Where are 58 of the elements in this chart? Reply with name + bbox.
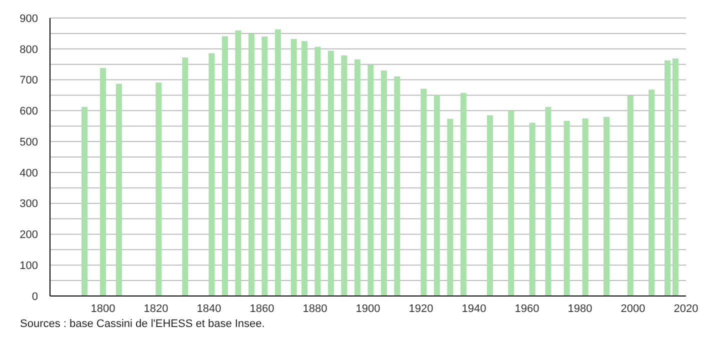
bar	[648, 90, 655, 296]
bar	[627, 96, 634, 296]
bar	[380, 70, 387, 296]
bar	[508, 110, 514, 296]
bar	[314, 46, 321, 296]
y-tick-label: 0	[32, 290, 38, 303]
bar	[248, 34, 254, 296]
bar	[447, 118, 454, 296]
bar	[235, 30, 242, 296]
bar	[434, 95, 440, 296]
y-tick-label: 800	[20, 44, 38, 56]
y-tick-label: 900	[20, 12, 38, 25]
x-tick-label: 1940	[462, 302, 486, 315]
bar	[290, 39, 297, 296]
bar	[664, 60, 670, 296]
y-tick-label: 100	[20, 260, 38, 272]
bar	[368, 64, 374, 296]
bar	[274, 29, 281, 296]
bar	[672, 58, 678, 296]
bar	[222, 36, 228, 296]
bar	[529, 122, 536, 296]
bar	[116, 84, 122, 296]
bar	[354, 59, 360, 296]
source-note: Sources : base Cassini de l'EHESS et base Insee.	[20, 318, 266, 330]
x-tick-label: 1860	[250, 302, 274, 315]
x-tick-label: 1840	[196, 302, 222, 315]
bar	[341, 55, 348, 296]
bar	[208, 53, 215, 296]
bar	[100, 68, 106, 296]
bar	[394, 76, 400, 296]
y-tick-label: 600	[20, 106, 38, 118]
bar	[301, 41, 308, 296]
x-tick-label: 1980	[568, 302, 592, 315]
bar	[582, 118, 588, 296]
bar	[564, 120, 570, 296]
bar	[182, 58, 188, 296]
x-tick-label: 1920	[408, 302, 434, 315]
bar	[486, 115, 493, 296]
x-tick-label: 1900	[356, 302, 380, 315]
y-tick-label: 700	[20, 74, 38, 87]
bar	[460, 93, 466, 296]
x-tick-label: 2000	[620, 302, 646, 315]
x-tick-label: 1800	[90, 302, 116, 315]
y-tick-label: 200	[20, 229, 38, 242]
bar	[81, 106, 88, 296]
bar	[328, 50, 334, 296]
x-tick-label: 2020	[674, 302, 698, 315]
bar	[545, 106, 552, 296]
x-tick-label: 1820	[144, 302, 168, 315]
bar	[604, 116, 610, 296]
bar	[420, 88, 427, 296]
y-tick-label: 300	[20, 198, 38, 210]
bar	[156, 82, 162, 296]
x-tick-label: 1880	[302, 302, 328, 315]
bar	[262, 36, 268, 296]
x-tick-label: 1960	[514, 302, 540, 315]
y-tick-label: 400	[20, 167, 38, 180]
y-tick-label: 500	[20, 136, 38, 148]
